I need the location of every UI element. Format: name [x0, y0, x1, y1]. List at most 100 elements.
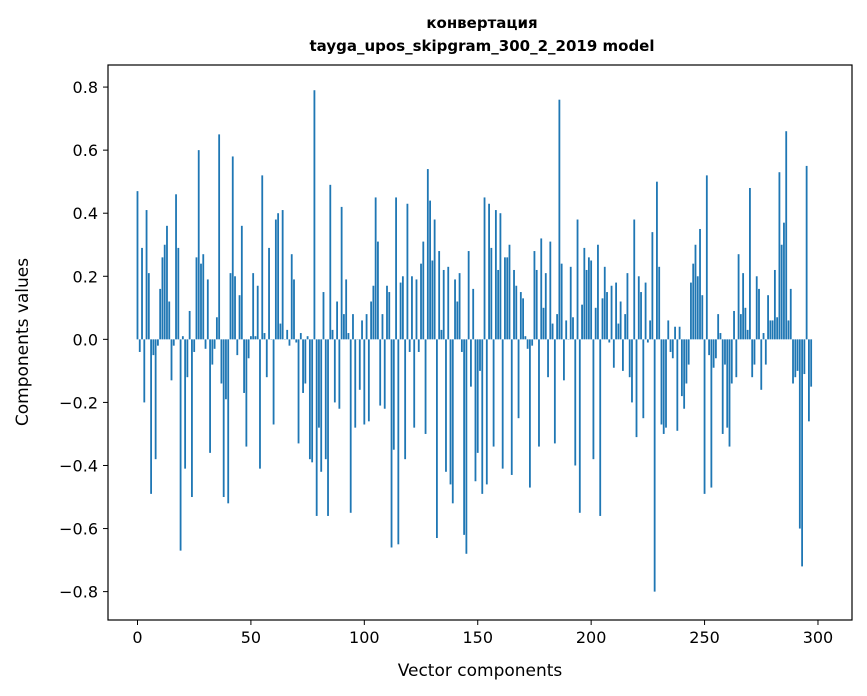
bar [234, 276, 236, 340]
bar [163, 244, 166, 340]
bar [159, 288, 162, 340]
bar [635, 339, 638, 438]
bar [499, 213, 502, 340]
bar [195, 257, 198, 340]
bar [751, 339, 754, 378]
bar [379, 339, 382, 406]
bar [767, 295, 769, 340]
bar [724, 339, 726, 365]
bar [730, 339, 733, 384]
bar [565, 320, 568, 340]
bar [529, 339, 531, 488]
bar [656, 181, 658, 340]
bar [138, 339, 141, 352]
bar [304, 339, 307, 384]
bar [587, 257, 590, 340]
bar [640, 292, 642, 340]
bar [243, 339, 245, 393]
bar [227, 339, 230, 504]
bar [311, 339, 314, 463]
bar [662, 339, 665, 434]
bar [315, 339, 318, 516]
bar [574, 339, 577, 466]
bar [517, 339, 520, 419]
bar [399, 282, 402, 340]
bar [200, 263, 202, 340]
bar [274, 219, 277, 340]
bar [569, 266, 572, 340]
bars-group [136, 90, 813, 592]
bar [175, 194, 177, 340]
bar [510, 339, 513, 475]
bar [612, 339, 615, 368]
bar [191, 339, 193, 498]
bar [590, 260, 593, 340]
bar [467, 251, 470, 340]
bar [225, 339, 227, 400]
bar [395, 197, 397, 340]
bar [599, 339, 602, 516]
bar [742, 273, 745, 340]
bar [327, 339, 329, 516]
bar [526, 339, 529, 349]
bar [220, 339, 223, 384]
bar [492, 339, 495, 447]
bar [710, 339, 713, 488]
bar [222, 339, 225, 498]
bar [247, 339, 250, 359]
bar [626, 273, 629, 340]
bar [771, 320, 774, 340]
bar [737, 254, 740, 340]
bar [268, 247, 270, 340]
bar [197, 150, 200, 340]
bar [168, 301, 171, 340]
bar [447, 266, 450, 340]
bar [712, 339, 715, 368]
y-tick-label: −0.4 [59, 456, 98, 475]
bar [429, 200, 431, 340]
bar [667, 320, 670, 340]
bar [363, 339, 366, 425]
bar [597, 244, 599, 340]
bar [272, 339, 275, 425]
bar [213, 339, 216, 349]
bar [646, 339, 649, 343]
bar [436, 339, 438, 539]
bar [329, 184, 332, 340]
bar [463, 339, 466, 535]
y-tick-label: 0.6 [73, 141, 98, 160]
bar [231, 156, 234, 340]
x-tick-label: 300 [803, 628, 834, 647]
x-tick-label: 100 [349, 628, 380, 647]
bar [277, 213, 280, 340]
bar [560, 263, 563, 340]
bar [488, 203, 490, 340]
bar [286, 329, 289, 340]
bar [166, 225, 168, 340]
plot-frame [107, 64, 853, 621]
bar [209, 339, 211, 453]
bar [390, 339, 393, 548]
bar [236, 339, 239, 356]
bar [619, 301, 622, 340]
bar [145, 210, 148, 340]
bar [610, 285, 613, 340]
bar [624, 314, 627, 340]
bar [540, 238, 543, 340]
bar [361, 320, 363, 340]
x-tick-label: 50 [241, 628, 261, 647]
bar [583, 247, 586, 340]
bar [433, 219, 436, 340]
bar [803, 339, 806, 375]
bar [431, 260, 434, 340]
bar [454, 279, 456, 340]
bar [331, 329, 334, 340]
bar [438, 251, 441, 340]
bar [377, 241, 379, 340]
bar [705, 175, 708, 340]
y-tick-label: 0.2 [73, 267, 98, 286]
bar [250, 336, 252, 340]
bar [721, 339, 724, 434]
bar [202, 254, 205, 340]
bar [760, 339, 763, 390]
